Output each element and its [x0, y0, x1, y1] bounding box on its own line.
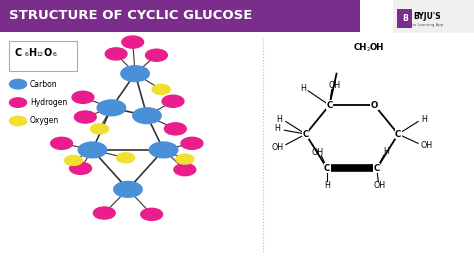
- Circle shape: [105, 48, 127, 60]
- Text: H: H: [28, 48, 36, 58]
- Text: 12: 12: [36, 52, 43, 57]
- Text: H: H: [383, 147, 389, 156]
- Circle shape: [162, 95, 184, 107]
- Text: C: C: [395, 130, 401, 139]
- Text: O: O: [371, 101, 378, 110]
- Text: C: C: [14, 48, 22, 58]
- Text: C: C: [374, 164, 380, 173]
- Bar: [397, 9, 412, 28]
- Circle shape: [51, 137, 73, 149]
- Circle shape: [72, 91, 94, 103]
- Circle shape: [91, 124, 109, 134]
- Text: Hydrogen: Hydrogen: [30, 98, 67, 107]
- Circle shape: [97, 100, 126, 116]
- Text: OH: OH: [328, 81, 340, 90]
- Circle shape: [70, 162, 91, 174]
- Circle shape: [117, 153, 135, 163]
- Circle shape: [9, 79, 27, 89]
- Circle shape: [181, 137, 203, 149]
- Text: H: H: [274, 124, 280, 133]
- Bar: [0, 0, 360, 32]
- Bar: [393, 0, 474, 33]
- Circle shape: [121, 66, 149, 82]
- Text: C: C: [326, 101, 333, 110]
- Text: H: H: [324, 181, 330, 190]
- Circle shape: [152, 84, 170, 94]
- Text: H: H: [301, 84, 306, 93]
- Bar: [9, 41, 77, 71]
- Text: 2: 2: [367, 47, 370, 52]
- Text: OH: OH: [271, 143, 283, 152]
- Text: STRUCTURE OF CYCLIC GLUCOSE: STRUCTURE OF CYCLIC GLUCOSE: [9, 9, 253, 22]
- Circle shape: [176, 154, 194, 164]
- Text: BYJU'S: BYJU'S: [413, 12, 440, 21]
- Text: The Learning App: The Learning App: [410, 23, 444, 27]
- Text: 6: 6: [53, 52, 57, 57]
- Text: CH: CH: [353, 43, 366, 52]
- Circle shape: [64, 155, 82, 165]
- Text: OH: OH: [370, 43, 384, 52]
- Text: C: C: [302, 130, 309, 139]
- Circle shape: [146, 49, 167, 61]
- Circle shape: [78, 142, 107, 158]
- Circle shape: [93, 207, 115, 219]
- Text: H: H: [277, 115, 283, 124]
- Text: B: B: [402, 14, 408, 23]
- Text: OH: OH: [373, 181, 385, 190]
- Text: OH: OH: [311, 148, 324, 157]
- Circle shape: [141, 208, 163, 220]
- Circle shape: [122, 36, 144, 48]
- Text: O: O: [43, 48, 52, 58]
- Text: Carbon: Carbon: [30, 80, 57, 89]
- Text: H: H: [421, 115, 427, 124]
- Circle shape: [9, 116, 27, 126]
- Text: OH: OH: [420, 141, 433, 150]
- Circle shape: [114, 181, 142, 197]
- Circle shape: [9, 98, 27, 107]
- Text: Oxygen: Oxygen: [30, 117, 59, 125]
- Circle shape: [74, 111, 96, 123]
- Text: 6: 6: [24, 52, 28, 57]
- Circle shape: [164, 123, 186, 135]
- Circle shape: [133, 108, 161, 124]
- Text: C: C: [324, 164, 330, 173]
- Circle shape: [174, 164, 196, 176]
- Circle shape: [149, 142, 178, 158]
